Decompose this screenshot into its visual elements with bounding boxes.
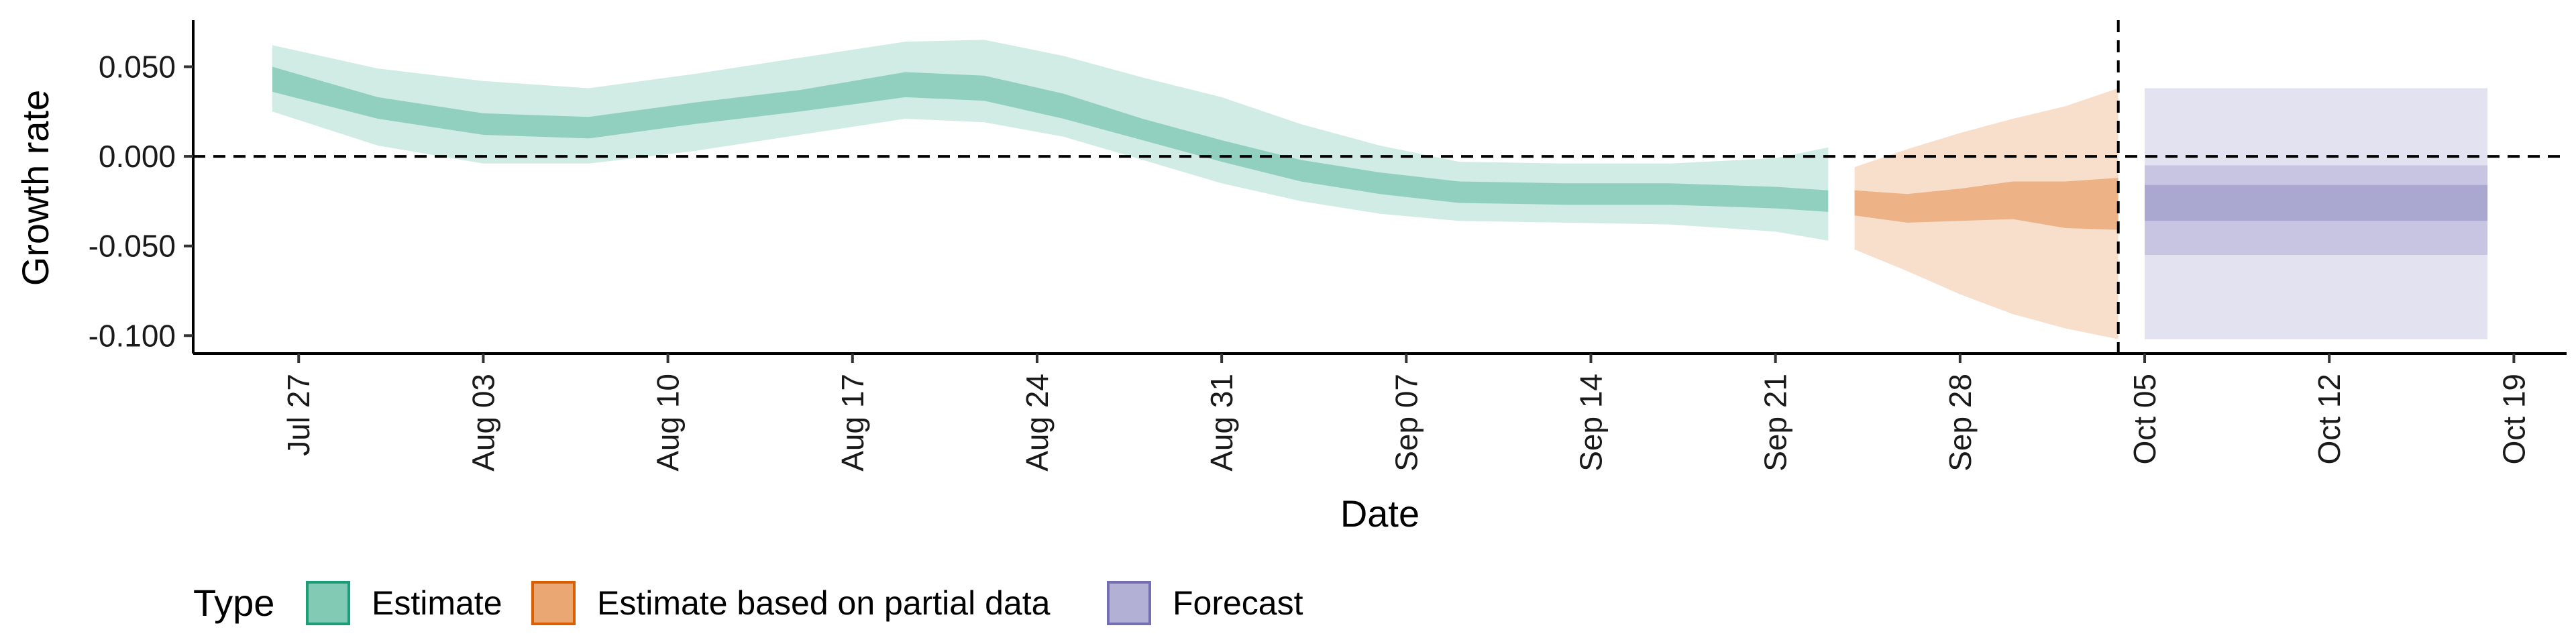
- legend-entry-estimate: Estimate: [306, 581, 502, 625]
- y-tick-label: -0.100: [89, 318, 176, 353]
- chart-bands: [272, 40, 2488, 339]
- y-tick-label: 0.050: [99, 49, 176, 84]
- reference-lines: [193, 20, 2567, 354]
- forecast-ci20-band: [2145, 184, 2488, 221]
- legend: Type Estimate Estimate based on partial …: [193, 581, 1303, 625]
- x-tick-label: Oct 12: [2312, 374, 2347, 465]
- y-ticks: 0.050 0.000 -0.050 -0.100: [89, 49, 193, 353]
- legend-key-forecast: [1107, 581, 1151, 625]
- x-tick-label: Sep 28: [1943, 374, 1978, 472]
- legend-label-forecast: Forecast: [1173, 584, 1303, 622]
- x-tick-label: Aug 10: [651, 374, 686, 472]
- x-tick-label: Sep 21: [1758, 374, 1793, 472]
- x-tick-label: Aug 03: [466, 374, 500, 472]
- x-tick-label: Sep 14: [1574, 374, 1609, 472]
- x-tick-label: Aug 17: [835, 374, 870, 472]
- legend-key-partial: [531, 581, 576, 625]
- legend-entry-forecast: Forecast: [1107, 581, 1303, 625]
- legend-title: Type: [193, 582, 274, 624]
- legend-label-estimate: Estimate: [372, 584, 502, 622]
- x-tick-label: Oct 05: [2127, 374, 2162, 465]
- x-ticks: Jul 27 Aug 03 Aug 10 Aug 17 Aug 24 Aug 31 Sep …: [281, 354, 2531, 472]
- legend-entry-partial: Estimate based on partial data: [531, 581, 1051, 625]
- x-tick-label: Aug 31: [1204, 374, 1239, 472]
- y-axis-title: Growth rate: [14, 90, 56, 286]
- chart-axes: [192, 20, 2567, 355]
- estimate-ci20-band: [272, 66, 1829, 212]
- x-tick-label: Oct 19: [2496, 374, 2531, 465]
- partial-ci20-band: [1854, 178, 2118, 230]
- x-tick-label: Sep 07: [1389, 374, 1424, 472]
- x-tick-label: Jul 27: [281, 374, 316, 456]
- x-axis-title: Date: [1340, 492, 1419, 535]
- y-tick-label: 0.000: [99, 139, 176, 174]
- legend-key-estimate: [306, 581, 350, 625]
- partial-ci90-band: [1854, 88, 2118, 339]
- forecast-ci50-band: [2145, 165, 2488, 255]
- x-tick-label: Aug 24: [1020, 374, 1055, 472]
- y-tick-label: -0.050: [89, 229, 176, 264]
- estimate-ci90-band: [272, 40, 1829, 241]
- legend-label-partial: Estimate based on partial data: [597, 584, 1051, 622]
- forecast-ci90-band: [2145, 88, 2488, 339]
